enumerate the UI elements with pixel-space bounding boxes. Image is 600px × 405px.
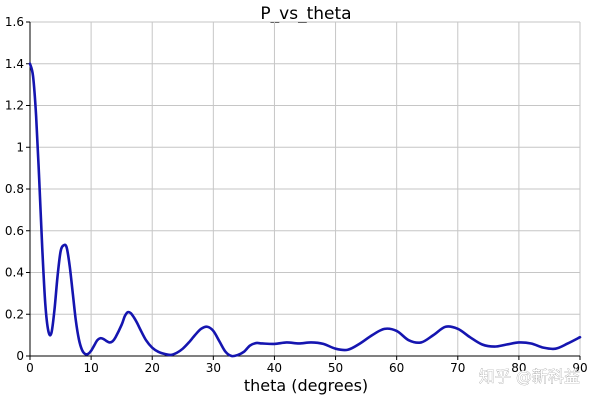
y-tick-label: 1.6	[5, 15, 24, 29]
y-tick-label: 1	[16, 140, 24, 154]
y-tick-label: 0.2	[5, 307, 24, 321]
series-layer	[28, 62, 582, 358]
x-tick-label: 10	[83, 361, 98, 375]
x-tick-label: 20	[145, 361, 160, 375]
y-tick-label: 0.6	[5, 224, 24, 238]
axes: 0 10 20 30 40 50 60 70 80 90 0 0.2 0.4 0.6 0.8 1 1.2 1.4 1…	[5, 15, 588, 375]
watermark: 知乎 @新科益	[479, 367, 581, 387]
x-tick-label: 90	[572, 361, 587, 375]
x-tick-label: 70	[450, 361, 465, 375]
series-line	[28, 62, 582, 358]
x-tick-label: 60	[389, 361, 404, 375]
chart-title: P_vs_theta	[260, 4, 351, 24]
x-tick-label: 50	[328, 361, 343, 375]
x-tick-label: 30	[206, 361, 221, 375]
x-tick-label: 0	[26, 361, 34, 375]
watermark-text: 知乎 @新科益	[479, 367, 580, 386]
y-tick-label: 1.4	[5, 57, 24, 71]
y-tick-label: 1.2	[5, 99, 24, 113]
y-tick-label: 0.4	[5, 266, 24, 280]
x-axis-title: theta (degrees)	[244, 376, 368, 395]
y-tick-label: 0	[16, 349, 24, 363]
y-tick-label: 0.8	[5, 182, 24, 196]
x-tick-label: 40	[267, 361, 282, 375]
x-tick-label: 80	[511, 361, 526, 375]
grid	[29, 21, 581, 357]
